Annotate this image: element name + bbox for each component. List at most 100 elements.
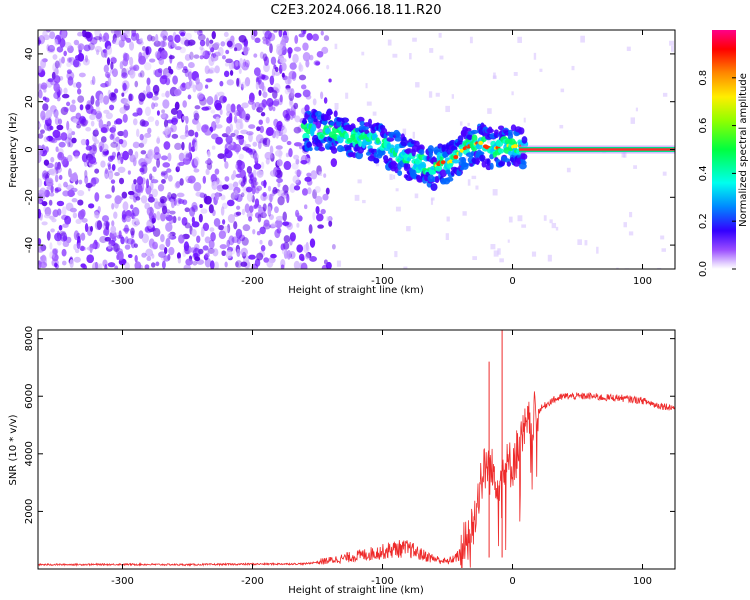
noise-cell (102, 95, 110, 105)
noise-cell (73, 39, 80, 46)
noise-cell (58, 174, 63, 180)
faint-cell (661, 248, 666, 252)
noise-cell (322, 193, 329, 201)
noise-cell (90, 108, 97, 116)
noise-cell (107, 170, 114, 180)
noise-cell (293, 154, 300, 160)
noise-cell (241, 110, 246, 121)
noise-cell (280, 134, 289, 143)
noise-cell (224, 161, 229, 169)
noise-cell (114, 265, 119, 269)
noise-cell (274, 125, 281, 130)
noise-cell (210, 109, 216, 114)
faint-cell (465, 155, 468, 161)
noise-cell (284, 75, 292, 85)
noise-cell (121, 214, 127, 223)
noise-cell (307, 187, 312, 195)
noise-cell (122, 201, 129, 211)
signal-cell (394, 136, 402, 142)
noise-cell (231, 236, 239, 244)
noise-cell (258, 73, 264, 80)
signal-cell (359, 120, 365, 127)
noise-cell (262, 203, 267, 212)
noise-cell (309, 54, 314, 61)
noise-cell (110, 141, 119, 148)
noise-cell (192, 260, 198, 266)
noise-cell (265, 116, 270, 124)
noise-cell (254, 187, 260, 194)
noise-cell (283, 235, 291, 243)
faint-cell (439, 55, 444, 60)
noise-cell (323, 173, 327, 178)
noise-cell (323, 97, 328, 104)
noise-cell (107, 155, 114, 162)
noise-cell (61, 56, 65, 64)
noise-cell (158, 251, 167, 258)
noise-cell (234, 193, 239, 201)
noise-cell (150, 179, 159, 184)
noise-cell (259, 226, 266, 235)
signal-cell (413, 140, 420, 147)
noise-cell (262, 91, 268, 99)
noise-cell (153, 212, 157, 221)
noise-cell (173, 88, 182, 97)
noise-cell (54, 232, 62, 242)
noise-cell (109, 104, 115, 111)
noise-cell (175, 166, 180, 173)
y-tick-label: 20 (24, 95, 35, 108)
noise-cell (207, 50, 212, 56)
noise-cell (73, 243, 77, 251)
faint-cell (472, 256, 477, 261)
signal-cell (507, 129, 513, 135)
noise-cell (193, 181, 202, 192)
noise-cell (117, 155, 122, 165)
x-tick-label: -300 (111, 576, 134, 587)
noise-cell (103, 220, 110, 227)
noise-cell (122, 113, 128, 123)
noise-cell (195, 191, 204, 197)
noise-cell (79, 104, 84, 111)
noise-cell (265, 157, 270, 165)
noise-cell (253, 152, 259, 162)
colorbar: 0.0 0.2 0.4 0.6 0.8 Normalized spectral ampl… (698, 30, 749, 277)
noise-cell (159, 243, 166, 251)
noise-cell (302, 52, 311, 62)
noise-cell (184, 130, 190, 138)
noise-cell (154, 119, 160, 127)
noise-cell (88, 203, 95, 209)
noise-cell (211, 145, 216, 150)
noise-cell (84, 55, 88, 63)
noise-cell (50, 228, 55, 233)
noise-cell (174, 142, 182, 151)
faint-cell (365, 83, 368, 89)
noise-cell (303, 204, 308, 210)
noise-cell (171, 43, 177, 48)
faint-cell (410, 164, 415, 169)
noise-cell (50, 156, 55, 163)
noise-cell (309, 255, 318, 262)
noise-cell (125, 30, 131, 39)
noise-cell (147, 220, 152, 227)
noise-cell (74, 248, 80, 254)
noise-cell (95, 110, 102, 120)
noise-cell (77, 242, 82, 250)
noise-cell (240, 192, 245, 198)
signal-cell (344, 132, 349, 141)
noise-cell (285, 108, 291, 115)
noise-cell (139, 167, 145, 173)
noise-cell (193, 156, 200, 167)
noise-cell (320, 208, 326, 215)
signal-cell (498, 148, 505, 154)
spectrogram-y-ticks: -40 -20 0 20 40 (24, 48, 675, 253)
faint-cell (435, 92, 440, 97)
noise-cell (66, 184, 75, 191)
noise-cell (199, 39, 206, 47)
noise-cell (215, 136, 223, 145)
noise-cell (272, 106, 276, 112)
noise-cell (54, 38, 58, 46)
noise-cell (173, 89, 182, 95)
noise-cell (77, 31, 83, 37)
noise-cell (72, 212, 78, 219)
noise-cell (328, 78, 332, 83)
noise-cell (154, 91, 159, 96)
